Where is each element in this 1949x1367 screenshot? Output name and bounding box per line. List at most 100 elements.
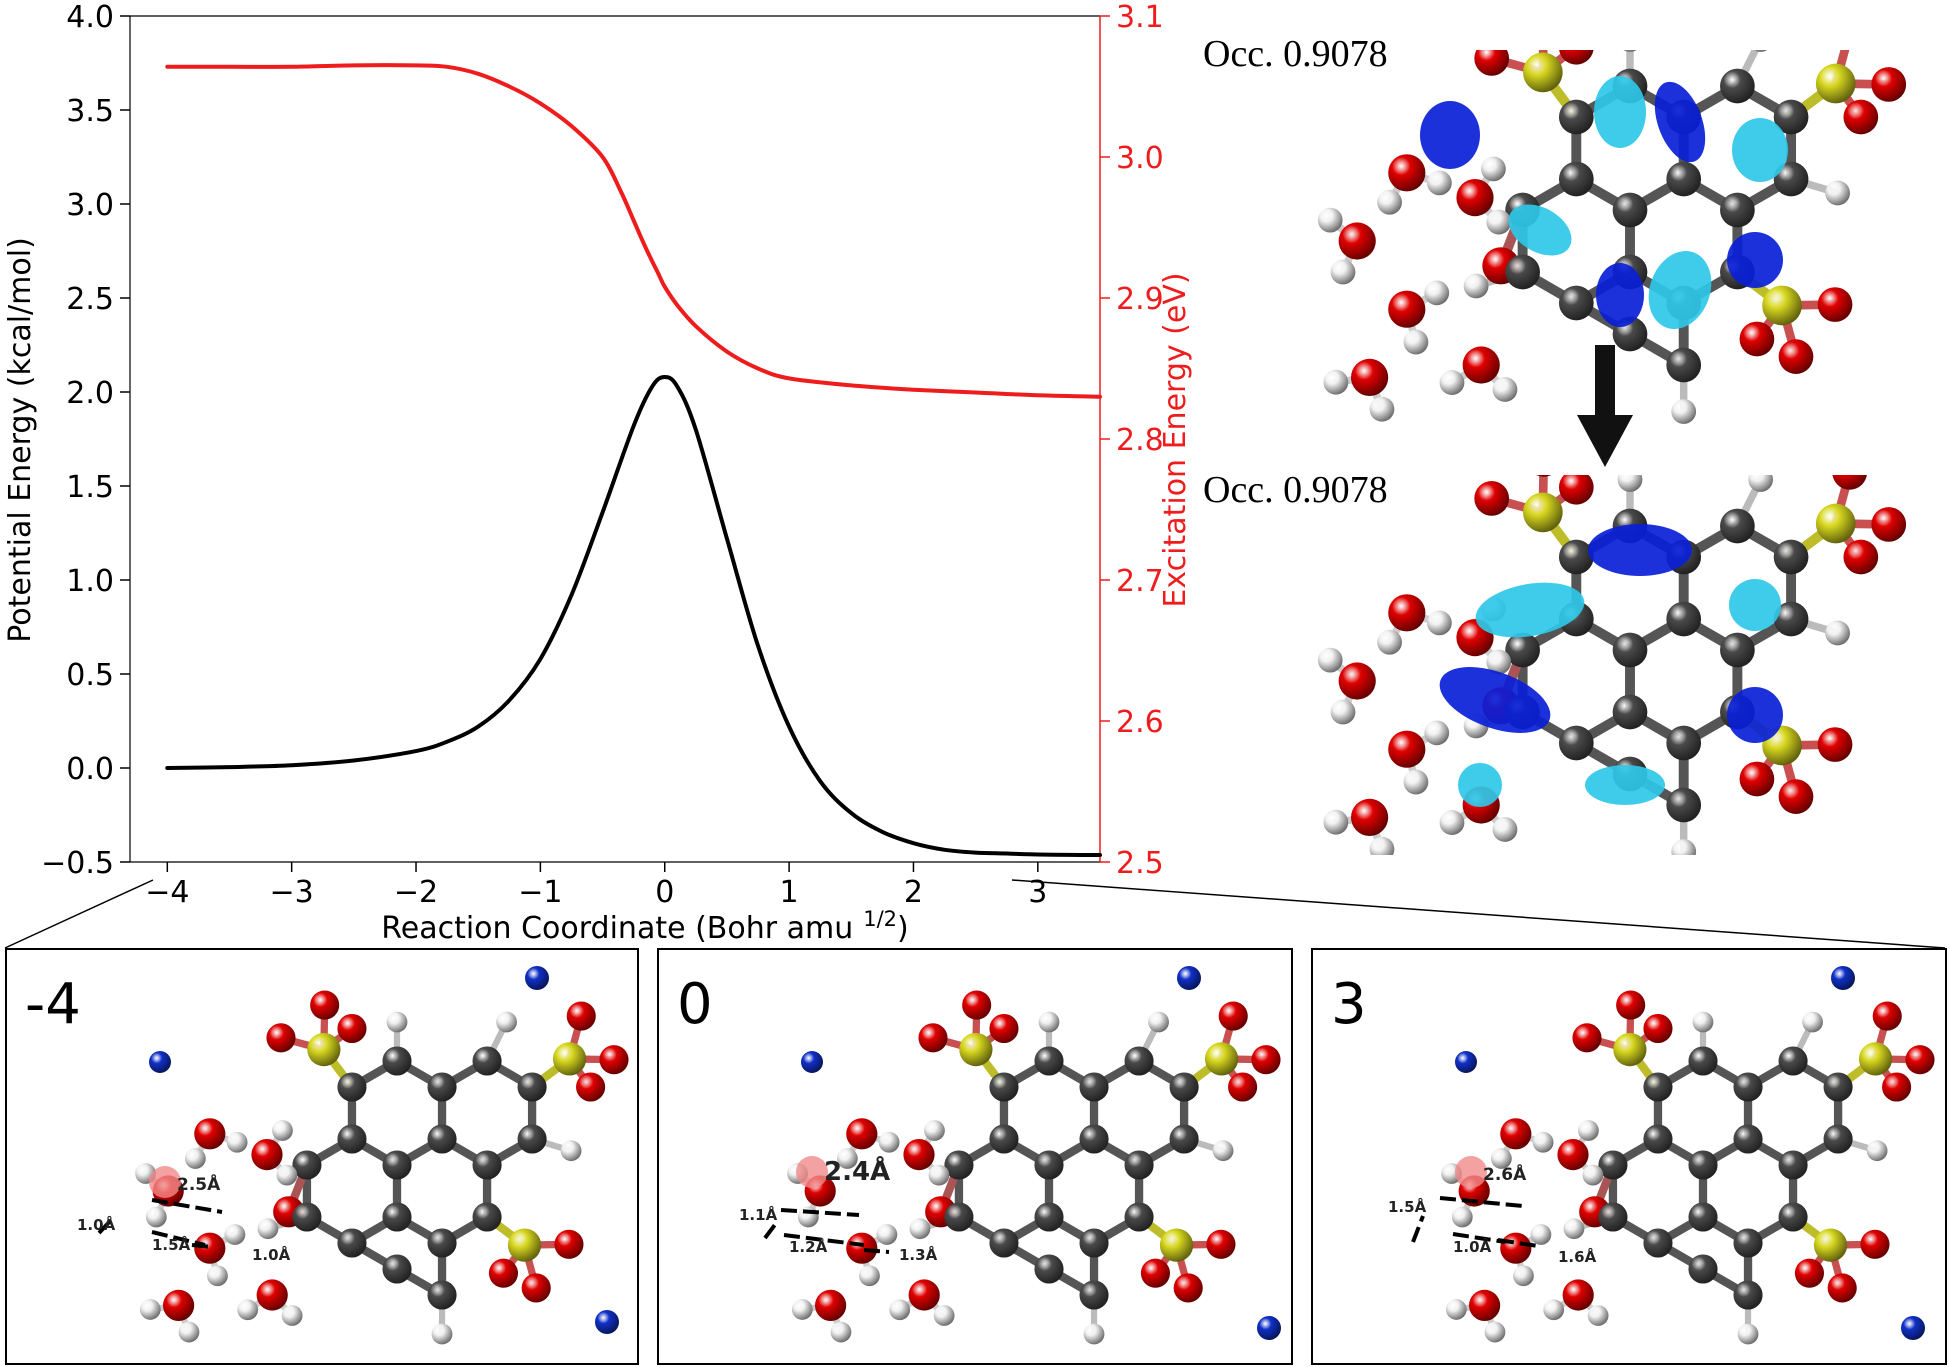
carbon-atom bbox=[1688, 1046, 1718, 1076]
sulfur-atom bbox=[1613, 1032, 1647, 1067]
y-right-tick-label: 2.8 bbox=[1116, 423, 1164, 458]
oxygen-atom bbox=[1388, 290, 1426, 328]
carbon-atom bbox=[1666, 601, 1702, 637]
sulfur-atom bbox=[1858, 1042, 1893, 1076]
hydrogen-atom bbox=[560, 1140, 582, 1162]
oxygen-atom bbox=[554, 1229, 584, 1259]
hydrogen-atom bbox=[1530, 1224, 1552, 1245]
oxygen-atom bbox=[1860, 1229, 1890, 1259]
hydrogen-atom bbox=[836, 1148, 858, 1169]
carbon-atom bbox=[1733, 1072, 1763, 1102]
carbon-atom bbox=[337, 1228, 367, 1258]
sulfur-atom bbox=[1204, 1042, 1239, 1076]
oxygen-atom bbox=[1739, 761, 1775, 797]
sodium-ion bbox=[1177, 966, 1201, 990]
carbon-atom bbox=[292, 1202, 322, 1232]
hydrogen-atom bbox=[1543, 1299, 1565, 1321]
oxygen-atom bbox=[1206, 1229, 1236, 1259]
distance-line bbox=[97, 1216, 115, 1235]
carbon-atom bbox=[1079, 1124, 1109, 1154]
hydrogen-atom bbox=[1532, 1131, 1554, 1153]
x-axis-title-main: Reaction Coordinate (Bohr amu bbox=[381, 911, 853, 945]
hydrogen-atom bbox=[1369, 836, 1395, 855]
carbon-atom bbox=[337, 1072, 367, 1102]
hydrogen-atom bbox=[1148, 1011, 1169, 1033]
distance-label: 2.6Å bbox=[1483, 1162, 1527, 1185]
oxygen-atom bbox=[266, 1023, 296, 1053]
oxygen-atom bbox=[918, 1023, 948, 1053]
carbon-atom bbox=[472, 1046, 502, 1076]
oxygen-atom bbox=[488, 1258, 519, 1288]
carbon-atom bbox=[382, 1202, 412, 1232]
distance-label: 1.0Å bbox=[252, 1245, 291, 1264]
distance-line bbox=[151, 1198, 223, 1214]
carbon-atom bbox=[1823, 1124, 1853, 1154]
oxygen-atom bbox=[1388, 594, 1426, 632]
hydrogen-atom bbox=[1439, 810, 1465, 835]
carbon-atom bbox=[1124, 1150, 1154, 1180]
y-left-tick-label: 1.0 bbox=[66, 564, 114, 599]
proton-marker bbox=[796, 1156, 828, 1188]
hydrogen-atom bbox=[1617, 475, 1643, 492]
distance-label: 1.5Å bbox=[1388, 1197, 1427, 1216]
hydrogen-atom bbox=[237, 1299, 259, 1321]
carbon-atom bbox=[472, 1150, 502, 1180]
oxygen-atom bbox=[1871, 67, 1907, 102]
y-left-tick-label: 4.0 bbox=[66, 0, 114, 35]
hydrogen-atom bbox=[1492, 377, 1518, 402]
orbital-lobe-dark bbox=[1588, 524, 1692, 576]
oxygen-atom bbox=[1871, 507, 1907, 542]
hydrogen-atom bbox=[1323, 369, 1349, 395]
hydrogen-atom bbox=[933, 1305, 955, 1326]
orbital-lobe-dark bbox=[1727, 687, 1783, 743]
oxygen-atom bbox=[599, 1045, 629, 1075]
oxygen-atom bbox=[908, 1279, 940, 1311]
orbital-lobe-light bbox=[1729, 579, 1781, 631]
carbon-atom bbox=[1505, 632, 1540, 668]
distance-label: 1.5Å bbox=[152, 1235, 191, 1254]
hydrogen-atom bbox=[1486, 649, 1512, 675]
orbital-lobe-dark bbox=[1439, 667, 1551, 733]
carbon-atom bbox=[989, 1228, 1019, 1258]
oxygen-atom bbox=[1469, 1289, 1501, 1321]
distance-line bbox=[783, 1233, 865, 1247]
distance-line bbox=[863, 1248, 890, 1254]
hydrogen-atom bbox=[876, 1224, 898, 1245]
y-left-tick-label: 0.5 bbox=[66, 658, 114, 693]
x-axis-title-sup: 1/2 bbox=[863, 907, 897, 931]
x-tick-label: 2 bbox=[904, 875, 923, 910]
distance-label: 1.3Å bbox=[899, 1245, 938, 1264]
orbital-lobe-light bbox=[1594, 76, 1646, 148]
hydrogen-atom bbox=[276, 1164, 298, 1186]
carbon-atom bbox=[1643, 1228, 1673, 1258]
snapshot-panel-0: 2.4Å 1.1Å 1.2Å 1.3Å 0 bbox=[657, 948, 1293, 1365]
carbon-atom bbox=[1666, 161, 1702, 197]
oxygen-atom bbox=[1500, 1232, 1532, 1264]
oxygen-atom bbox=[1351, 358, 1389, 396]
hydrogen-atom bbox=[1403, 769, 1429, 795]
carbon-atom bbox=[989, 1124, 1019, 1154]
carbon-atom bbox=[292, 1150, 322, 1180]
orbital-lobe-dark bbox=[1654, 81, 1706, 163]
snapshot-label: 0 bbox=[677, 972, 713, 1037]
carbon-atom bbox=[1720, 192, 1755, 228]
carbon-atom bbox=[427, 1228, 457, 1258]
y-right-tick-label: 2.7 bbox=[1116, 564, 1164, 599]
distance-line bbox=[763, 1220, 779, 1240]
oxygen-atom bbox=[1500, 1118, 1532, 1150]
y-left-tick-label: −0.5 bbox=[41, 846, 114, 881]
transition-arrow bbox=[1577, 345, 1633, 467]
carbon-atom bbox=[1643, 1072, 1673, 1102]
oxygen-atom bbox=[576, 1072, 606, 1102]
carbon-atom bbox=[1034, 1254, 1064, 1284]
sodium-ion bbox=[595, 1310, 619, 1334]
sulfur-atom bbox=[1159, 1228, 1194, 1262]
carbon-atom bbox=[382, 1254, 412, 1284]
oxygen-atom bbox=[1388, 154, 1426, 192]
carbon-atom bbox=[1733, 1280, 1763, 1310]
orbital-top-image bbox=[1317, 50, 1907, 424]
oxygen-atom bbox=[1558, 475, 1594, 505]
y-left-tick-label: 1.5 bbox=[66, 470, 114, 505]
x-tick-label: 1 bbox=[780, 875, 799, 910]
hydrogen-atom bbox=[928, 1164, 950, 1186]
